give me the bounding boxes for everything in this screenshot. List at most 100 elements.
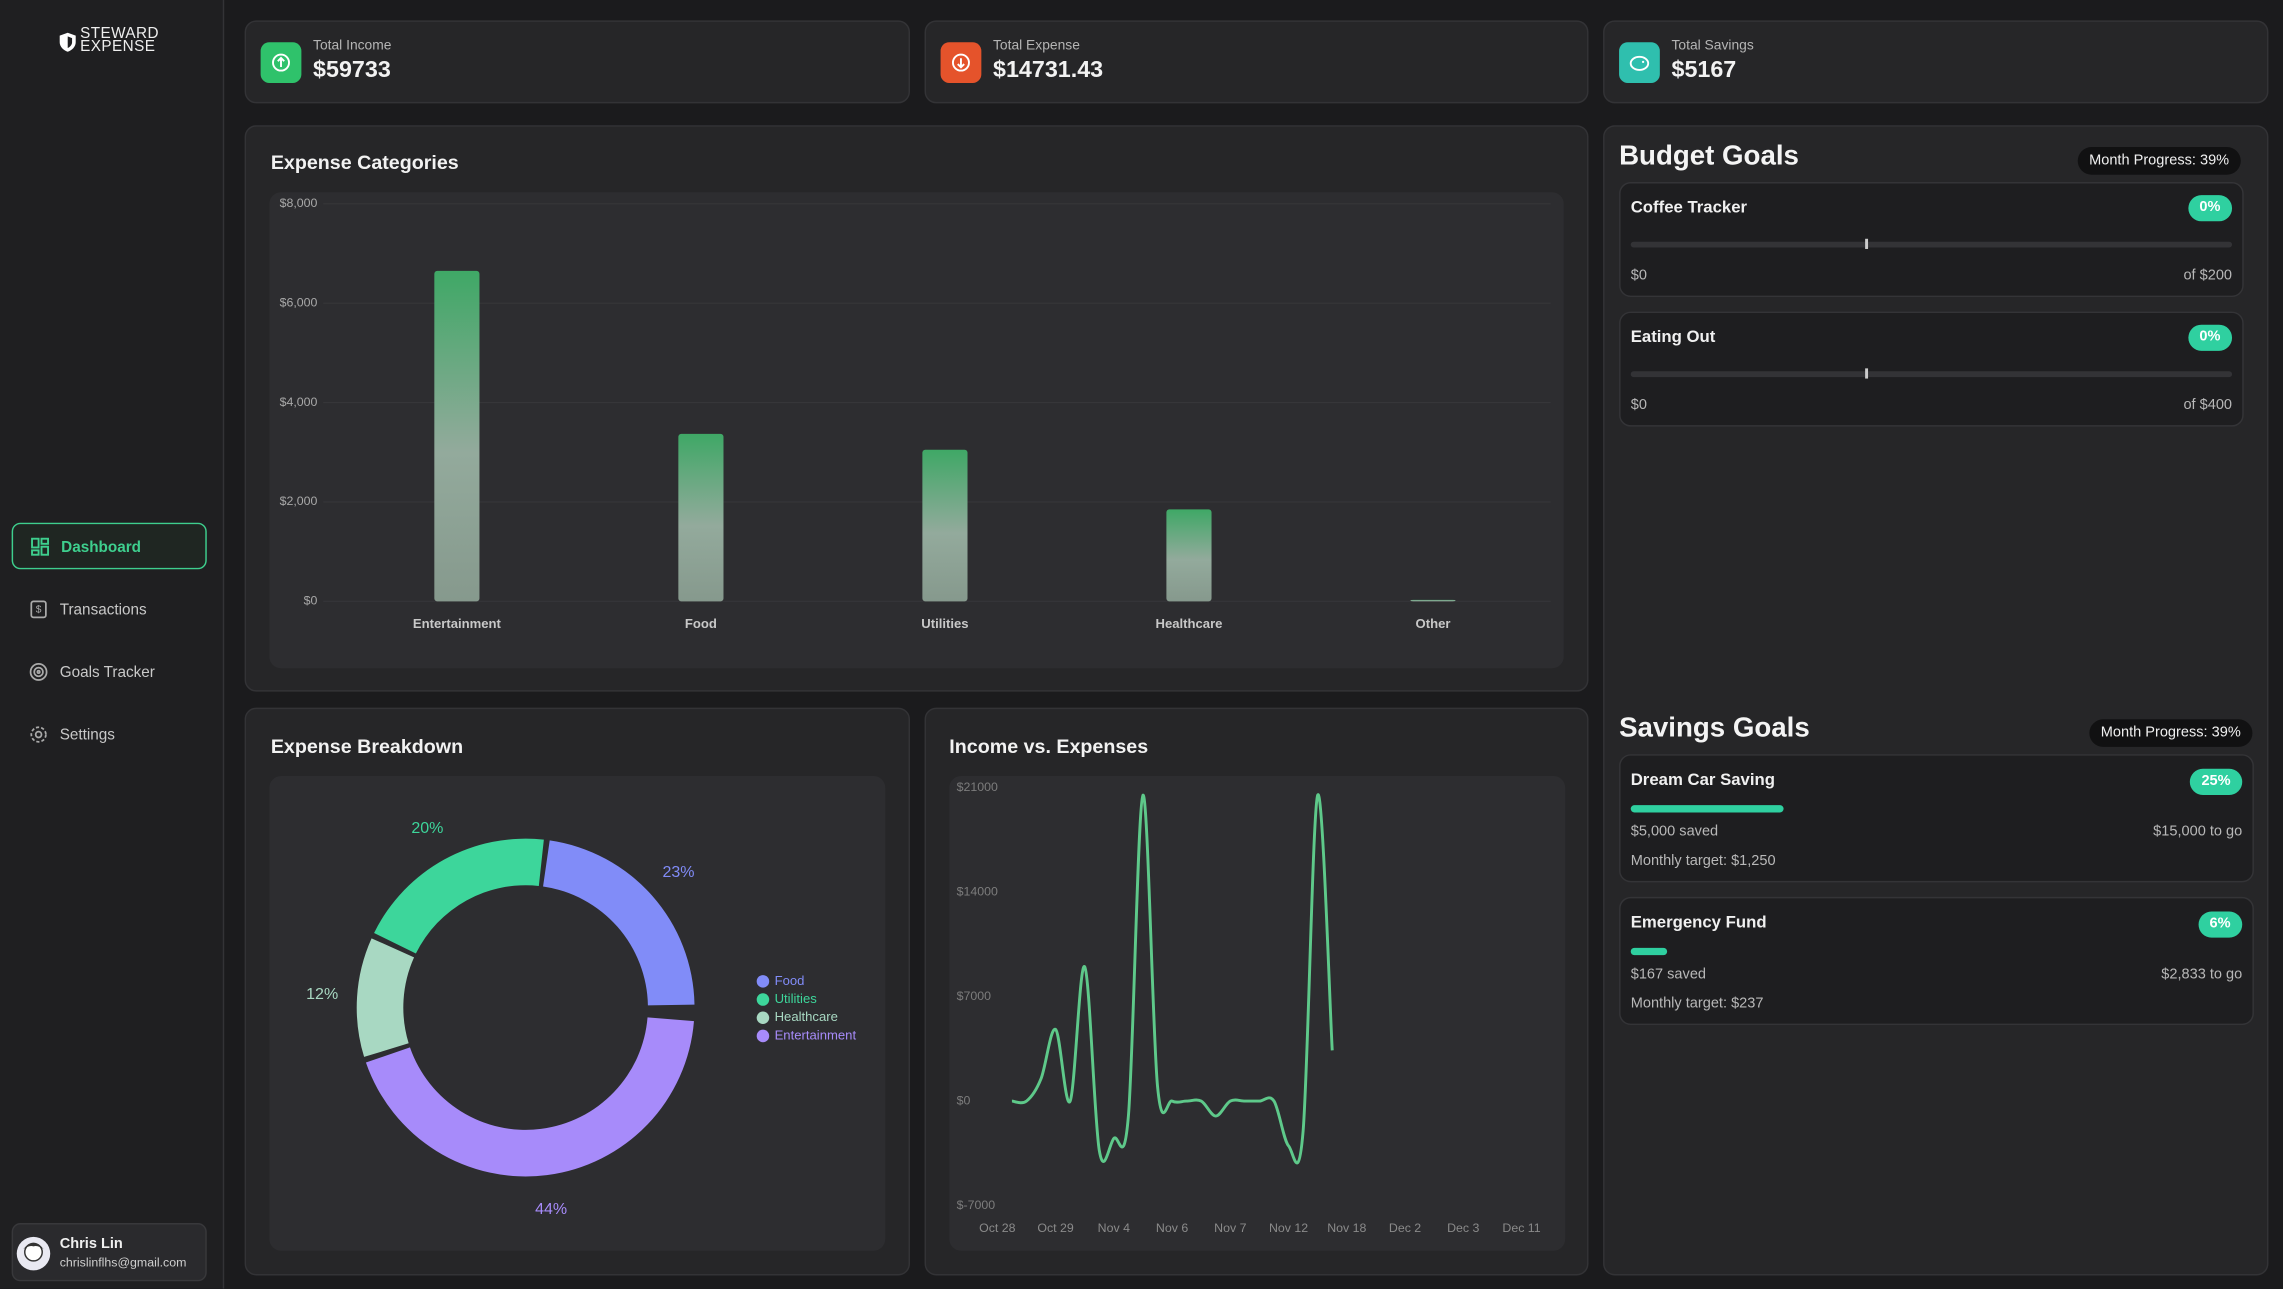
stat-label: Total Expense — [992, 37, 1080, 54]
goal-limit: of $200 — [2183, 267, 2233, 284]
card-title: Expense Categories — [270, 151, 459, 174]
nav-item[interactable]: Goals Tracker — [12, 649, 207, 696]
bar — [434, 270, 480, 602]
chart-card: Expense Breakdown — [244, 707, 910, 1276]
logo-icon — [59, 32, 76, 52]
nav-label: Settings — [59, 726, 115, 745]
nav-icon — [30, 726, 47, 743]
budget-goal: Eating Out 0% $0 of $400 — [1619, 311, 2244, 427]
x-tick-label: Food — [685, 616, 717, 631]
x-tick-label: Nov 4 — [1098, 1221, 1130, 1235]
bar — [922, 449, 968, 602]
avatar — [16, 1236, 51, 1271]
stat-label: Total Income — [313, 37, 392, 54]
x-tick-label: Dec 2 — [1389, 1221, 1421, 1235]
legend-label: Utilities — [775, 991, 818, 1006]
stat-card: Total Income $59733 — [244, 20, 910, 104]
section-title: Savings Goals — [1619, 713, 1810, 745]
nav-icon — [31, 537, 49, 556]
goal-saved: $5,000 saved — [1630, 824, 1719, 841]
goal-name: Dream Car Saving — [1630, 771, 1775, 790]
stat-value: $14731.43 — [992, 58, 1104, 83]
goal-to-go: $2,833 to go — [2161, 966, 2243, 983]
section-title: Budget Goals — [1619, 141, 1799, 172]
x-tick-label: Other — [1416, 616, 1451, 631]
nav-label: Goals Tracker — [59, 663, 155, 682]
x-tick-label: Nov 6 — [1156, 1221, 1188, 1235]
legend-label: Food — [775, 973, 805, 988]
goal-monthly: Monthly target: $237 — [1630, 995, 1764, 1012]
savings-goal: Emergency Fund 6% $167 saved $2,833 to g… — [1619, 896, 2254, 1026]
nav-item[interactable]: Dashboard — [11, 522, 207, 570]
line-series — [1011, 793, 1334, 1165]
nav-icon: $ — [30, 600, 47, 619]
plot-area — [949, 776, 1566, 1251]
stat-value: $5167 — [1671, 58, 1737, 83]
stat-card: Total Savings $5167 — [1603, 20, 2269, 104]
data-label: 23% — [663, 864, 695, 881]
y-tick-label: $14000 — [957, 884, 998, 898]
stat-icon — [940, 42, 982, 83]
x-tick-label: Entertainment — [413, 616, 502, 631]
donut-segment — [365, 1017, 694, 1177]
data-label: 44% — [535, 1201, 567, 1218]
x-tick-label: Nov 7 — [1214, 1221, 1246, 1235]
budget-goal: Coffee Tracker 0% $0 of $200 — [1619, 182, 2244, 298]
icon-glyph — [1629, 55, 1650, 71]
y-tick-label: $21000 — [957, 780, 998, 794]
bar — [678, 433, 724, 602]
nav-label: Dashboard — [61, 538, 142, 557]
x-tick-label: Dec 11 — [1502, 1221, 1540, 1235]
x-tick-label: Dec 3 — [1447, 1221, 1479, 1235]
brand: STEWARD EXPENSE — [80, 24, 160, 56]
stat-value: $59733 — [313, 58, 391, 83]
month-marker — [1865, 368, 1868, 379]
legend-dot — [756, 975, 770, 988]
progress-track — [1630, 238, 2233, 249]
card-title: Income vs. Expenses — [949, 735, 1149, 758]
icon-glyph — [952, 53, 970, 72]
x-tick-label: Nov 18 — [1327, 1221, 1366, 1235]
donut-segment — [374, 838, 544, 954]
stat-label: Total Savings — [1671, 37, 1754, 54]
nav-icon — [29, 663, 48, 681]
card-title: Expense Breakdown — [270, 735, 464, 758]
y-tick-label: $0 — [304, 594, 318, 608]
stat-icon — [1619, 42, 1660, 83]
user-card[interactable]: Chris Lin chrislinflhs@gmail.com — [11, 1223, 207, 1282]
goal-name: Eating Out — [1630, 329, 1716, 347]
x-tick-label: Nov 12 — [1269, 1221, 1308, 1235]
goal-badge: 25% — [2189, 768, 2243, 795]
bar — [1410, 599, 1456, 602]
progress-fill — [1630, 805, 1784, 813]
y-tick-label: $4,000 — [280, 395, 318, 409]
legend-label: Entertainment — [775, 1027, 857, 1042]
goal-name: Emergency Fund — [1630, 914, 1767, 932]
data-label: 12% — [306, 986, 338, 1003]
brand-line: STEWARD — [80, 24, 160, 43]
goal-spent: $0 — [1630, 397, 1647, 414]
y-tick-label: $2,000 — [280, 494, 318, 508]
savings-goal: Dream Car Saving 25% $5,000 saved $15,00… — [1619, 754, 2254, 883]
goal-badge: 0% — [2187, 324, 2233, 351]
nav-item[interactable]: Settings — [12, 712, 207, 759]
icon-glyph — [272, 53, 290, 72]
goal-badge: 6% — [2197, 911, 2243, 938]
y-tick-label: $6,000 — [280, 295, 318, 309]
y-tick-label: $-7000 — [957, 1198, 996, 1212]
goal-badge: 0% — [2187, 195, 2233, 222]
user-email: chrislinflhs@gmail.com — [59, 1255, 187, 1270]
brand-line: EXPENSE — [80, 37, 156, 56]
y-tick-label: $0 — [957, 1093, 971, 1107]
x-tick-label: Utilities — [921, 616, 968, 631]
sidebar: STEWARD EXPENSE Dashboard $ Transactions G… — [0, 0, 225, 1289]
legend-dot — [756, 1011, 770, 1025]
goal-limit: of $400 — [2183, 397, 2233, 414]
donut-segment — [356, 938, 415, 1057]
month-marker — [1865, 238, 1868, 249]
legend-dot — [756, 1029, 770, 1043]
x-tick-label: Healthcare — [1155, 616, 1222, 631]
nav-item[interactable]: $ Transactions — [12, 587, 207, 634]
